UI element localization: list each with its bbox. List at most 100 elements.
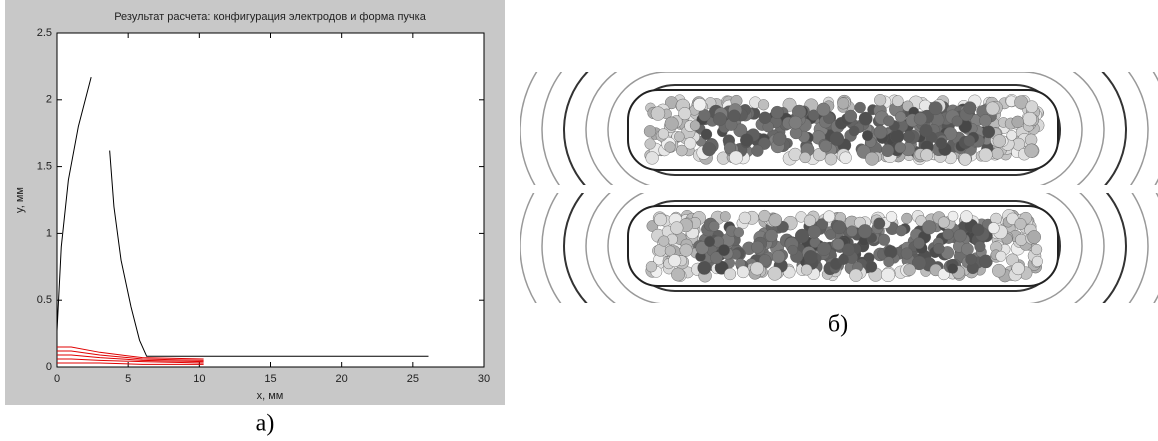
particle (651, 107, 665, 121)
particle (728, 110, 740, 122)
particle (702, 142, 715, 155)
particle (769, 214, 782, 227)
particle (789, 148, 802, 161)
x-tick-label: 20 (336, 373, 348, 385)
particle (670, 222, 683, 235)
particle (936, 138, 947, 149)
particle (668, 254, 681, 267)
y-tick-label: 1.5 (37, 161, 52, 173)
particle (844, 110, 856, 122)
particle (920, 149, 933, 162)
particle (768, 267, 782, 281)
particle (965, 254, 976, 265)
particle (920, 124, 933, 137)
particle (1015, 234, 1027, 246)
particle (1023, 112, 1037, 126)
particle (914, 112, 927, 125)
x-tick-label: 30 (478, 373, 490, 385)
particle (1012, 116, 1024, 128)
particle (751, 241, 763, 253)
particle (913, 237, 924, 248)
particle (701, 129, 712, 140)
particle (801, 264, 812, 275)
particle (820, 140, 832, 152)
particle (658, 129, 669, 140)
particle (1031, 244, 1042, 255)
particle (972, 224, 984, 236)
particle (961, 243, 973, 255)
particle (690, 121, 700, 131)
particle (671, 268, 684, 281)
particle (817, 103, 830, 116)
particle (874, 125, 887, 138)
particle (771, 106, 784, 119)
particle (859, 112, 872, 125)
particle (704, 236, 714, 246)
particle (922, 220, 936, 234)
particle (959, 153, 971, 165)
x-tick-label: 5 (125, 373, 131, 385)
particle (964, 135, 975, 146)
particle (954, 229, 967, 242)
particle (901, 248, 913, 260)
particle (982, 126, 994, 138)
particle (858, 224, 872, 238)
particle (895, 112, 906, 123)
particle (979, 114, 991, 126)
particle (800, 152, 811, 163)
plot-area (57, 33, 484, 367)
particle (750, 262, 763, 275)
particle (884, 245, 897, 258)
particle (674, 132, 684, 142)
particle (718, 244, 729, 255)
particle (832, 238, 844, 250)
particle (960, 211, 972, 223)
particle (804, 215, 816, 227)
particle (986, 102, 999, 115)
particle (788, 245, 798, 255)
particle (886, 211, 897, 222)
particle (644, 125, 656, 137)
particle (979, 148, 993, 162)
y-tick-label: 2.5 (37, 27, 52, 39)
y-tick-label: 1 (46, 227, 52, 239)
particle (881, 268, 895, 282)
particle (665, 142, 676, 153)
particle (948, 263, 958, 273)
particle (874, 94, 886, 106)
particle (645, 139, 656, 150)
particle (758, 99, 769, 110)
x-tick-label: 0 (54, 373, 60, 385)
particle (964, 102, 977, 115)
particle (903, 131, 915, 143)
particle (693, 98, 706, 111)
particle (823, 211, 835, 223)
particle (933, 243, 944, 254)
particle (855, 102, 866, 113)
particle (825, 153, 837, 165)
figure: Результат расчета: конфигурация электрод… (0, 0, 1158, 441)
particle (929, 101, 942, 114)
x-tick-label: 15 (264, 373, 276, 385)
particle (896, 225, 907, 236)
particle (659, 236, 670, 247)
particle (865, 152, 878, 165)
particle (709, 221, 719, 231)
particle (752, 145, 764, 157)
particle (884, 257, 894, 267)
particle (739, 212, 751, 224)
caption: а) (256, 411, 275, 437)
beam-image (432, 0, 1158, 408)
particle (904, 264, 916, 276)
particle (680, 244, 693, 257)
particle (837, 98, 849, 110)
y-axis-label: y, мм (14, 187, 26, 213)
particle (734, 227, 744, 237)
particle (830, 132, 844, 146)
y-tick-label: 0.5 (37, 294, 52, 306)
particle (883, 116, 894, 127)
particle (996, 251, 1006, 261)
particle (724, 268, 736, 280)
particle (948, 211, 958, 221)
particle (698, 261, 711, 274)
